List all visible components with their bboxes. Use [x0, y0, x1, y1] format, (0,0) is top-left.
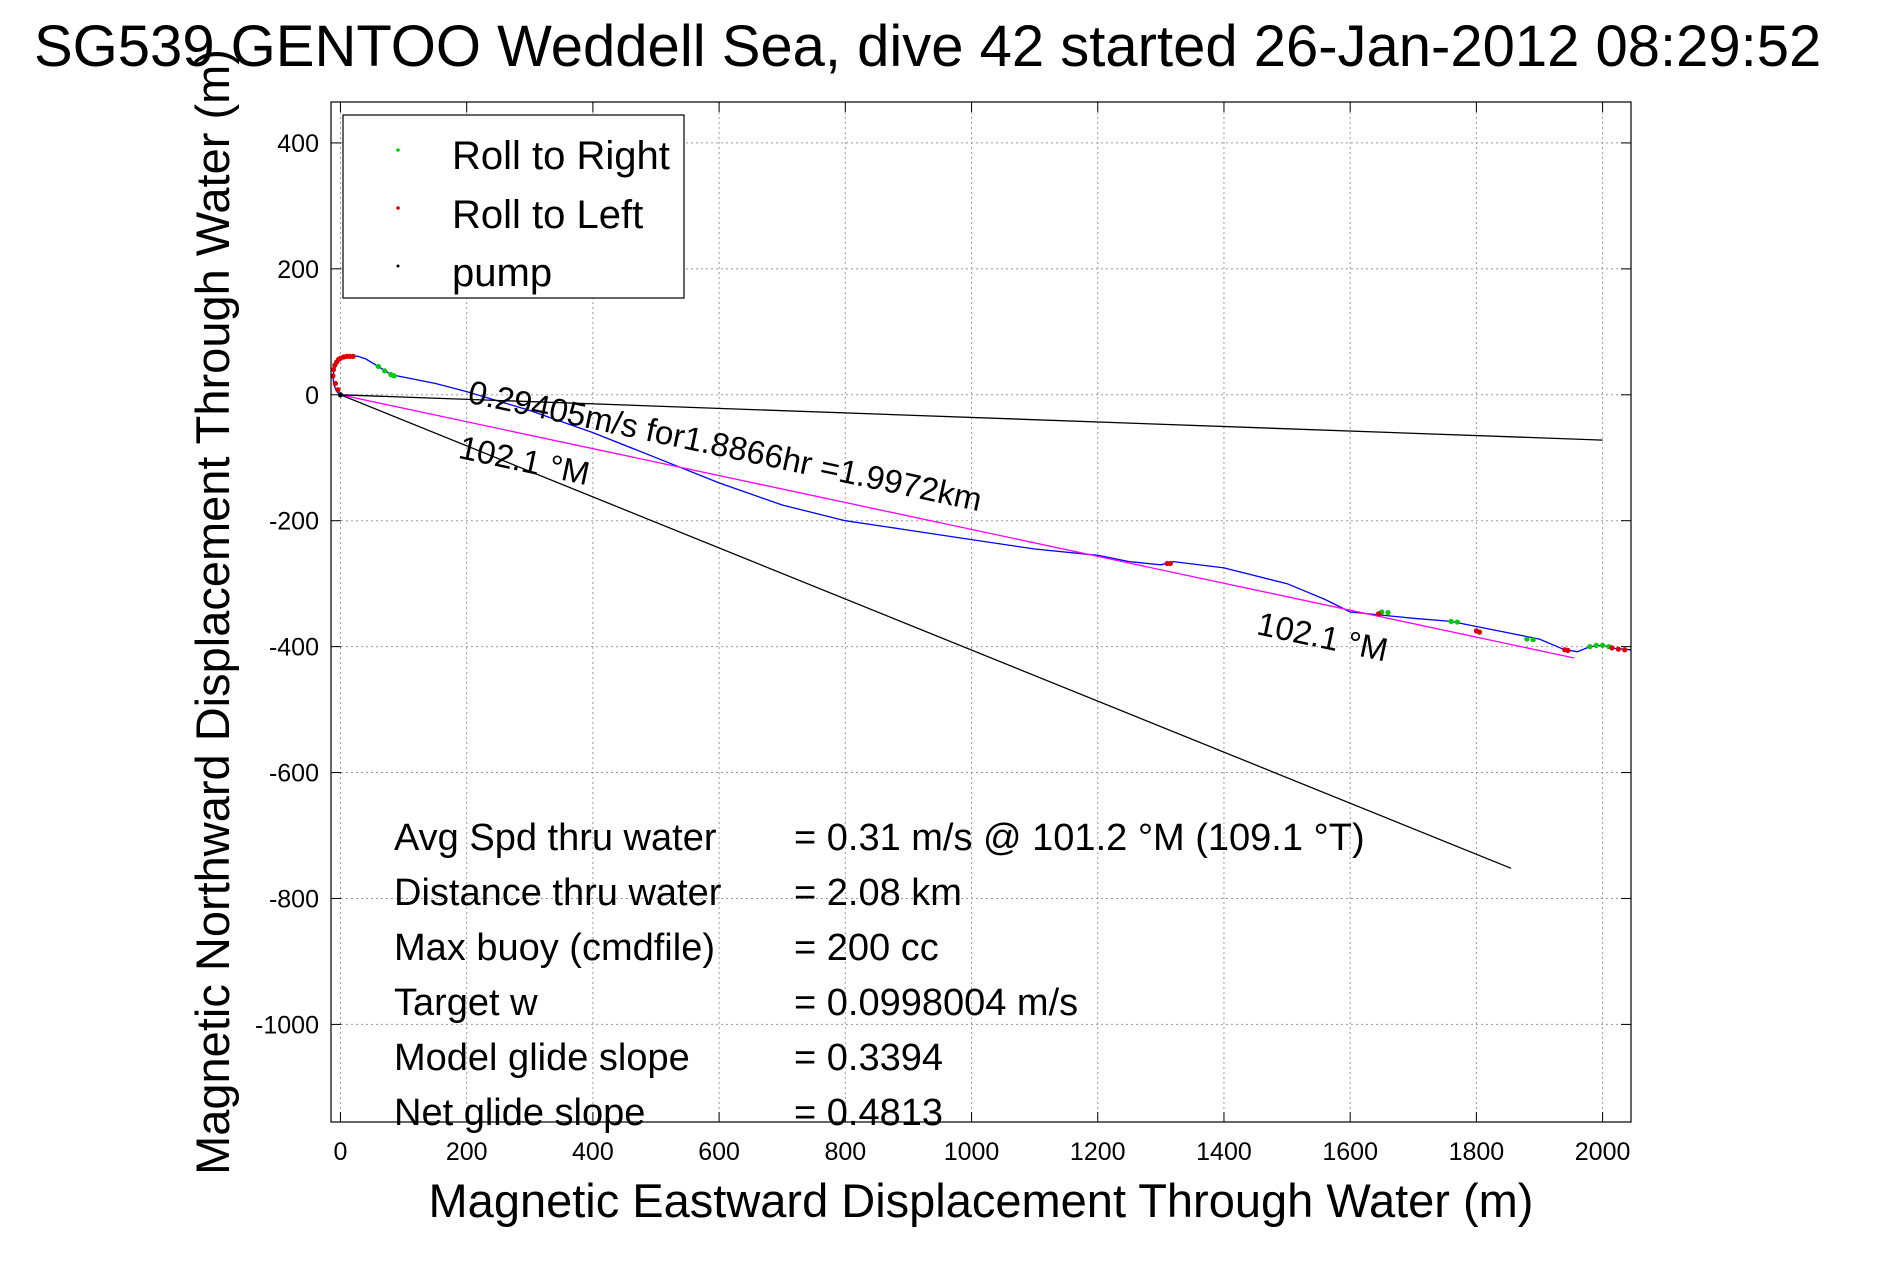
- legend-label-pump: pump: [452, 251, 552, 295]
- stat-value-distance: = 2.08 km: [794, 872, 962, 914]
- x-tick-label: 600: [698, 1138, 740, 1166]
- legend-box: [342, 114, 685, 299]
- series-layer: [330, 353, 1632, 869]
- y-tick-label: -1000: [255, 1011, 319, 1039]
- stat-value-net-glide: = 0.4813: [794, 1092, 943, 1134]
- legend-marker-pump: [396, 264, 400, 268]
- x-tick-label: 400: [572, 1138, 614, 1166]
- data-point-roll-to-right: [1385, 610, 1391, 616]
- series-line-line-a: [340, 394, 1603, 441]
- y-axis-label: Magnetic Northward Displacement Through …: [186, 49, 239, 1175]
- tick-layer: 0 200 400 600 800 1000 1200 1400 1600 1800 2000400…: [255, 102, 1631, 1166]
- data-point-roll-to-right: [1524, 636, 1530, 642]
- x-tick-label: 1600: [1322, 1138, 1378, 1166]
- data-point-roll-to-right: [1600, 642, 1606, 648]
- x-axis-label: Magnetic Eastward Displacement Through W…: [429, 1174, 1534, 1227]
- series-line-fit: [340, 394, 1575, 659]
- x-tick-label: 800: [824, 1138, 866, 1166]
- x-tick-label: 2000: [1575, 1138, 1631, 1166]
- stat-label-max-buoy: Max buoy (cmdfile): [394, 927, 715, 969]
- data-point-roll-to-right: [1448, 618, 1454, 625]
- x-tick-label: 1800: [1449, 1138, 1505, 1166]
- stat-value-avg-speed: = 0.31 m/s @ 101.2 °M (109.1 °T): [794, 817, 1365, 859]
- x-tick-label: 1000: [944, 1138, 1000, 1166]
- data-point-roll-to-right: [1530, 637, 1536, 643]
- stat-value-target-w: = 0.0998004 m/s: [794, 982, 1078, 1024]
- stat-label-distance: Distance thru water: [394, 872, 722, 914]
- data-point-roll-to-right: [1593, 642, 1599, 648]
- data-point-roll-to-right: [1454, 619, 1461, 625]
- y-tick-label: -600: [269, 760, 319, 788]
- stat-label-target-w: Target w: [394, 982, 538, 1024]
- legend-marker-roll-left: [396, 206, 400, 210]
- data-point-roll-to-left: [1615, 646, 1621, 652]
- data-point-roll-to-right: [1587, 644, 1593, 650]
- data-point-roll-to-left: [1565, 647, 1571, 654]
- legend-marker-roll-right: [396, 148, 400, 152]
- data-point-roll-to-left: [1476, 629, 1483, 635]
- y-tick-label: 400: [277, 130, 319, 158]
- stat-label-avg-speed: Avg Spd thru water: [394, 817, 717, 859]
- x-tick-label: 200: [446, 1138, 488, 1166]
- data-point-roll-to-left: [1167, 560, 1173, 567]
- x-tick-label: 1200: [1070, 1138, 1126, 1166]
- series-line-line-b: [340, 394, 1512, 869]
- stat-value-max-buoy: = 200 cc: [794, 927, 939, 969]
- data-point-roll-to-right: [391, 373, 397, 379]
- data-point-roll-to-left: [332, 380, 339, 387]
- plot-frame: [330, 101, 1632, 1123]
- y-tick-label: 200: [277, 256, 319, 284]
- y-tick-label: -800: [269, 885, 319, 913]
- stat-label-net-glide: Net glide slope: [394, 1092, 645, 1134]
- data-point-roll-to-left: [1609, 645, 1615, 651]
- y-tick-label: -400: [269, 634, 319, 662]
- stat-label-model-glide: Model glide slope: [394, 1037, 690, 1079]
- data-point-roll-to-right: [375, 363, 381, 370]
- legend: Roll to Right Roll to Left pump: [342, 114, 685, 299]
- data-point-pump: [337, 392, 344, 398]
- data-point-roll-to-left: [1375, 611, 1382, 617]
- y-tick-label: -200: [269, 508, 319, 536]
- stat-value-model-glide: = 0.3394: [794, 1037, 943, 1079]
- legend-label-roll-right: Roll to Right: [452, 134, 670, 178]
- data-point-roll-to-right: [382, 368, 388, 374]
- data-point-roll-to-left: [1622, 647, 1628, 653]
- stats-block: Avg Spd thru water = 0.31 m/s @ 101.2 °M…: [394, 817, 1365, 1134]
- legend-label-roll-left: Roll to Left: [452, 193, 643, 237]
- data-point-roll-to-left: [335, 387, 341, 393]
- chart-title: SG539 GENTOO Weddell Sea, dive 42 starte…: [34, 14, 1821, 79]
- data-point-roll-to-left: [350, 353, 356, 359]
- x-tick-label: 1400: [1196, 1138, 1252, 1166]
- grid-layer: [331, 102, 1631, 1122]
- x-tick-label: 0: [334, 1138, 348, 1166]
- data-point-roll-to-left: [330, 366, 337, 373]
- y-tick-label: 0: [305, 382, 319, 410]
